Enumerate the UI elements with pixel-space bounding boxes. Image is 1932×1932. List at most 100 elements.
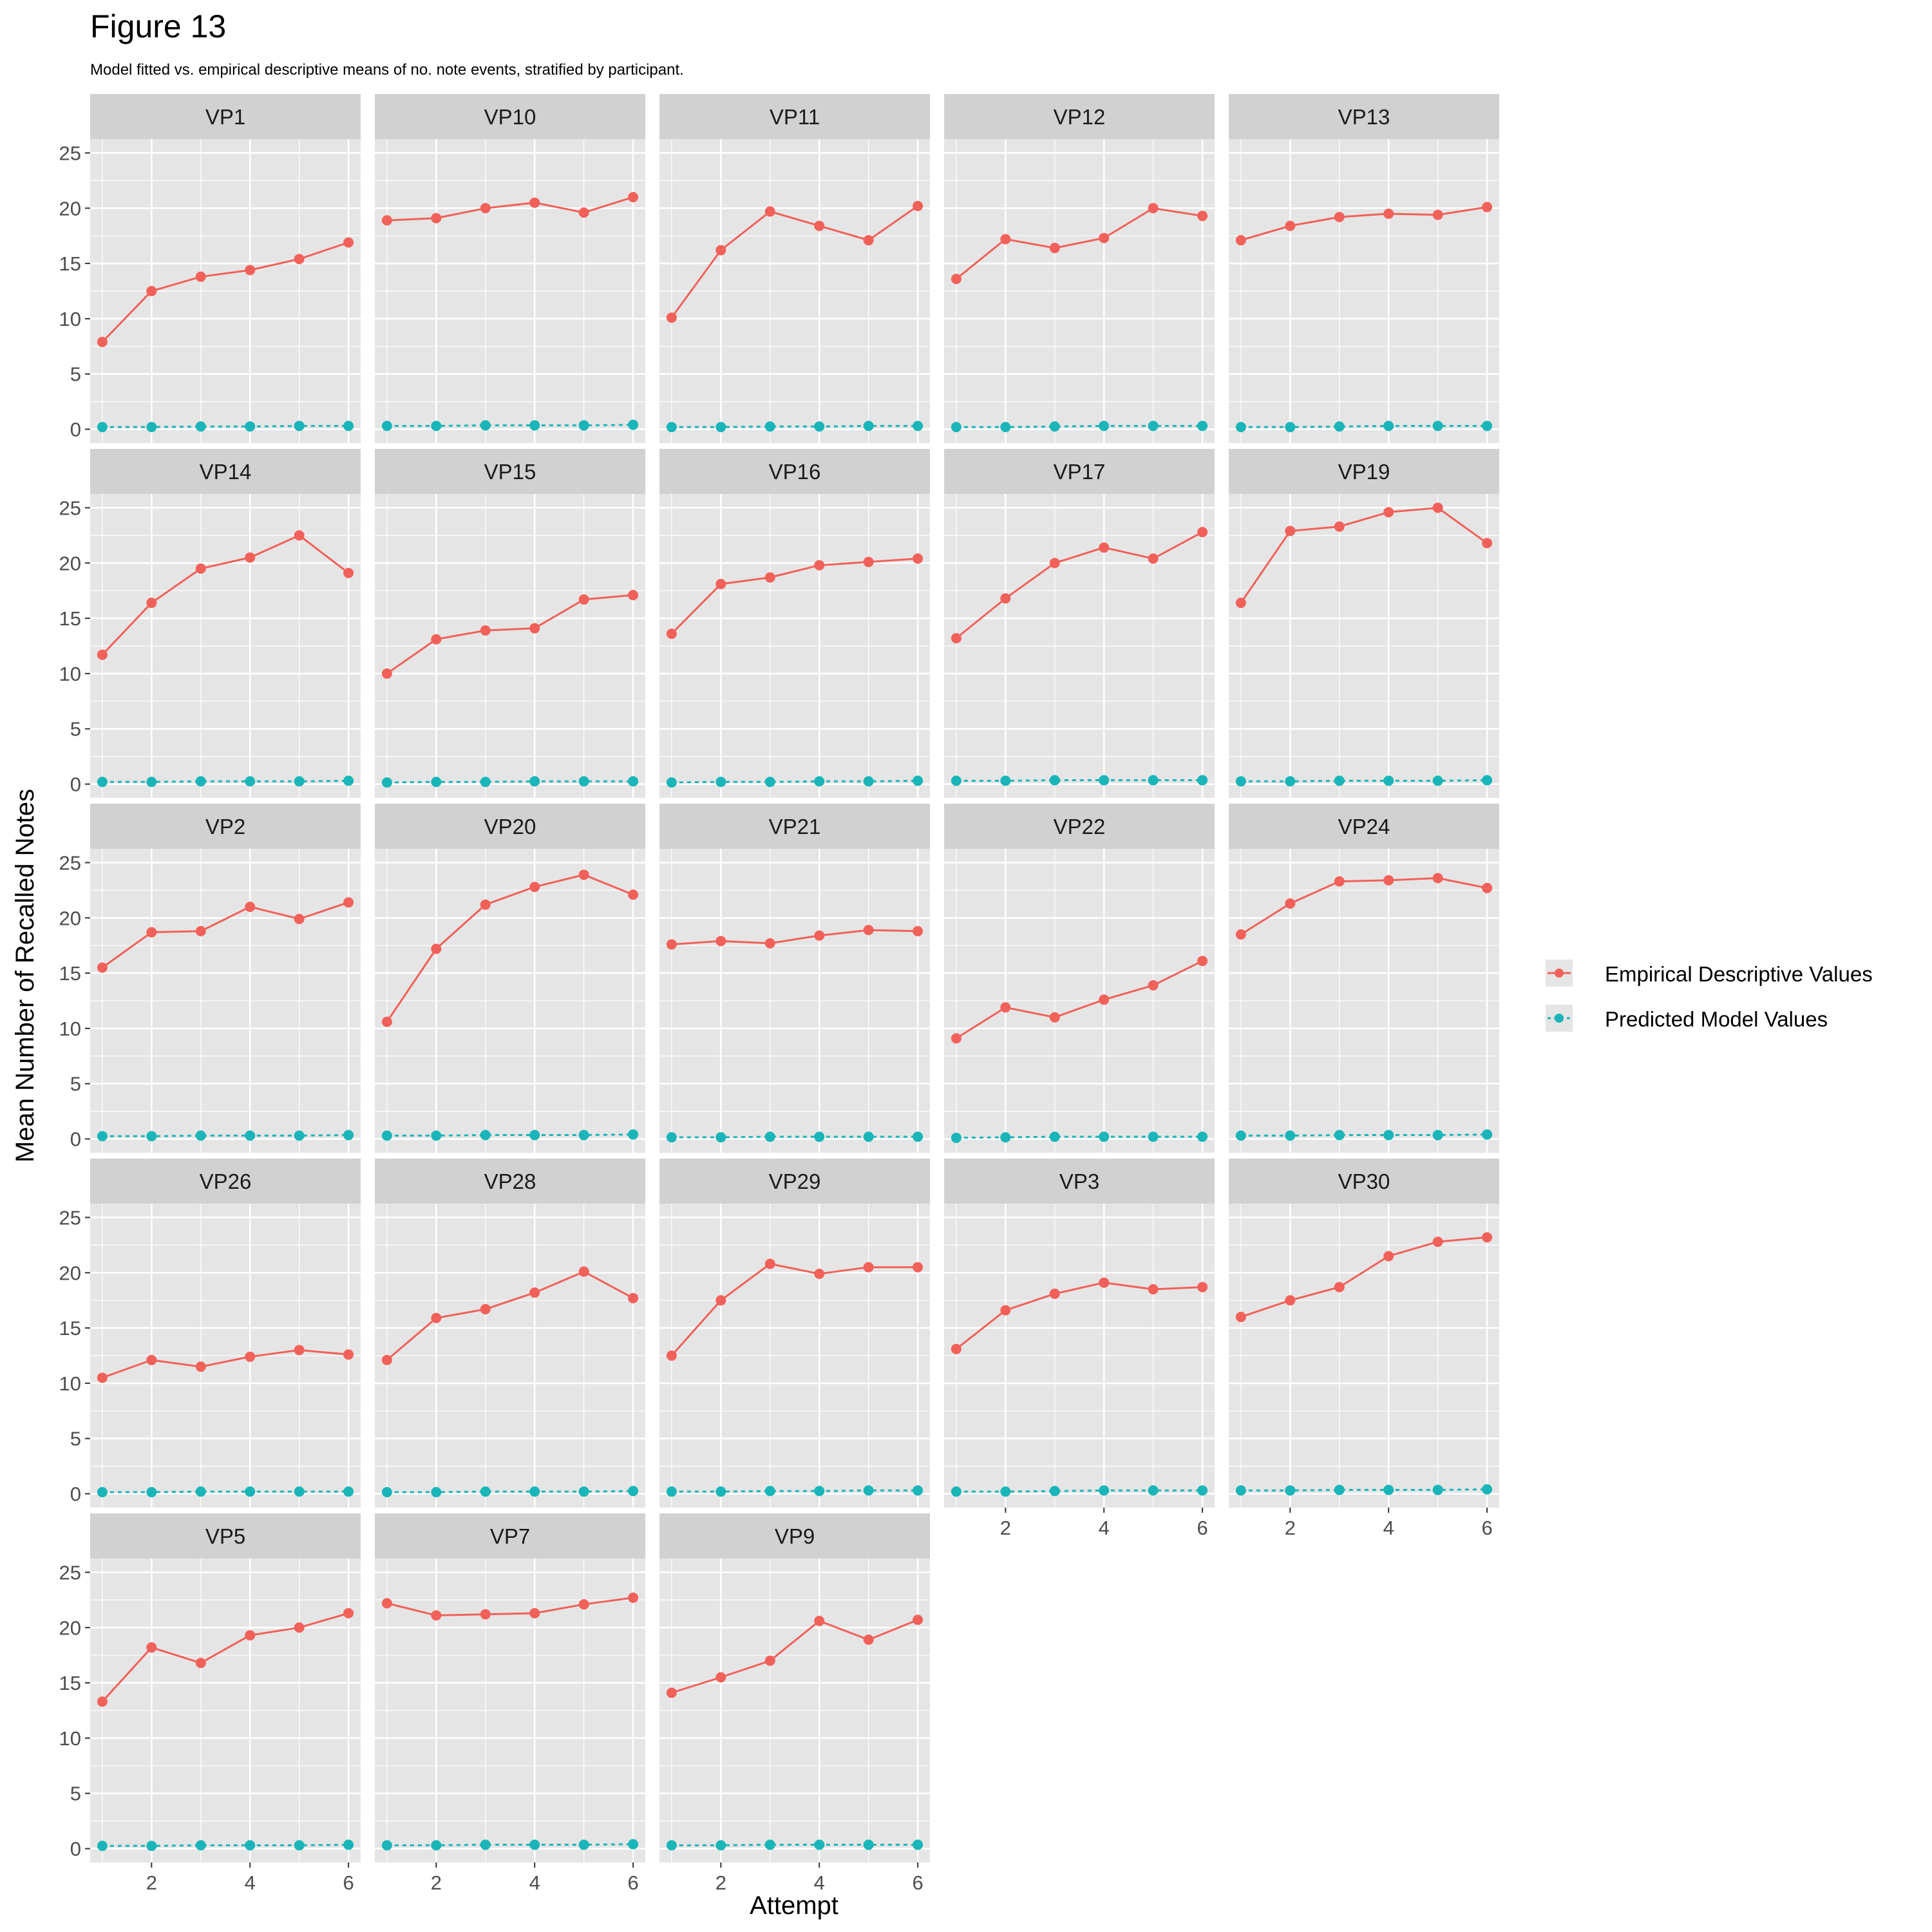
predicted-point: [666, 422, 677, 433]
empirical-point: [431, 1610, 442, 1621]
empirical-point: [814, 1615, 825, 1626]
y-tick-label: 0: [70, 1128, 81, 1151]
empirical-point: [245, 902, 256, 913]
empirical-point: [863, 556, 874, 567]
empirical-point: [1099, 232, 1110, 243]
facet-strip: [1229, 1159, 1499, 1204]
predicted-point: [628, 1129, 639, 1140]
empirical-point: [245, 1630, 256, 1641]
empirical-point: [814, 1268, 825, 1279]
empirical-series-line: [386, 196, 634, 222]
empirical-point: [431, 1312, 442, 1323]
empirical-point: [951, 1033, 961, 1044]
figure-title: Figure 13: [90, 8, 226, 44]
empirical-point: [913, 553, 923, 564]
empirical-series-line: [671, 929, 918, 945]
predicted-series-line: [386, 1133, 634, 1137]
empirical-point: [1197, 1282, 1208, 1293]
predicted-point: [195, 421, 206, 432]
predicted-point: [1285, 776, 1296, 787]
predicted-point: [1482, 1484, 1493, 1495]
empirical-point: [1334, 1282, 1345, 1293]
predicted-point: [1285, 1130, 1296, 1141]
predicted-point: [431, 1840, 442, 1851]
empirical-point: [666, 312, 677, 323]
predicted-point: [294, 1840, 305, 1851]
empirical-point: [431, 943, 442, 954]
empirical-point: [578, 1599, 589, 1610]
predicted-series-line: [1240, 1488, 1488, 1492]
y-tick-label: 0: [70, 1838, 81, 1861]
empirical-point: [951, 274, 961, 285]
predicted-series-line: [102, 1844, 349, 1847]
empirical-series-line: [102, 1349, 349, 1379]
empirical-point: [529, 1287, 540, 1298]
x-tick-label: 2: [431, 1871, 442, 1894]
empirical-point: [1285, 526, 1296, 536]
predicted-point: [1000, 1132, 1011, 1142]
predicted-point: [431, 1130, 442, 1141]
empirical-series-line: [386, 594, 634, 675]
legend-key-empirical-point: [1555, 969, 1564, 978]
predicted-point: [146, 1486, 157, 1497]
predicted-point: [715, 777, 726, 788]
y-tick-label: 20: [59, 552, 81, 574]
predicted-point: [913, 775, 923, 786]
predicted-point: [480, 1486, 491, 1497]
facet-strip: [1229, 94, 1499, 139]
predicted-point: [666, 1132, 677, 1142]
empirical-point: [1235, 929, 1246, 940]
facet-panel-vp16: VP16: [659, 449, 930, 798]
empirical-point: [1482, 882, 1493, 893]
empirical-point: [1334, 876, 1345, 887]
empirical-point: [1000, 593, 1011, 604]
empirical-point: [1334, 521, 1345, 532]
x-tick-label: 6: [627, 1871, 638, 1894]
facet-panel-vp1: VP1 0 5 10 15 20 25: [59, 94, 361, 443]
empirical-point: [146, 1354, 157, 1365]
predicted-point: [529, 1130, 540, 1141]
predicted-series-line: [102, 779, 349, 783]
predicted-point: [578, 420, 589, 431]
empirical-point: [1235, 1311, 1246, 1322]
predicted-point: [529, 776, 540, 787]
predicted-point: [814, 1486, 825, 1497]
predicted-point: [715, 1840, 726, 1851]
predicted-point: [1235, 1130, 1246, 1141]
empirical-series-line: [1240, 1236, 1488, 1318]
facet-strip: [90, 94, 361, 139]
facet-strip: [659, 449, 930, 494]
empirical-point: [764, 1655, 775, 1666]
predicted-point: [97, 1486, 108, 1497]
facet-panel-vp5: VP5 0 5 10 15 20 25 2 4 6: [59, 1513, 361, 1894]
predicted-point: [628, 1486, 639, 1497]
empirical-point: [1148, 553, 1159, 564]
facet-panel-vp17: VP17: [944, 449, 1215, 798]
predicted-point: [431, 421, 442, 431]
legend-label-predicted: Predicted Model Values: [1605, 1007, 1828, 1031]
y-tick-label: 10: [59, 1372, 81, 1395]
empirical-point: [343, 237, 354, 248]
empirical-point: [97, 336, 108, 347]
empirical-point: [195, 925, 206, 936]
predicted-point: [1099, 1485, 1110, 1496]
empirical-point: [1432, 209, 1443, 220]
predicted-point: [863, 1485, 874, 1496]
figure-subtitle: Model fitted vs. empirical descriptive m…: [90, 61, 684, 79]
predicted-point: [343, 1486, 354, 1497]
facet-strip: [90, 1513, 361, 1558]
predicted-point: [863, 776, 874, 787]
empirical-series-line: [956, 960, 1203, 1039]
predicted-series-line: [102, 424, 349, 428]
facet-panel-vp3: VP3 2 4 6: [944, 1159, 1215, 1539]
facet-panel-vp10: VP10: [375, 94, 645, 443]
empirical-point: [146, 598, 157, 609]
empirical-point: [814, 930, 825, 941]
y-tick-label: 25: [59, 851, 81, 874]
predicted-point: [913, 1839, 923, 1850]
y-tick-label: 10: [59, 1727, 81, 1750]
facet-strip-label: VP12: [1054, 105, 1106, 129]
y-tick-label: 15: [59, 607, 81, 630]
empirical-point: [480, 625, 491, 636]
facet-strip-label: VP24: [1338, 815, 1390, 838]
